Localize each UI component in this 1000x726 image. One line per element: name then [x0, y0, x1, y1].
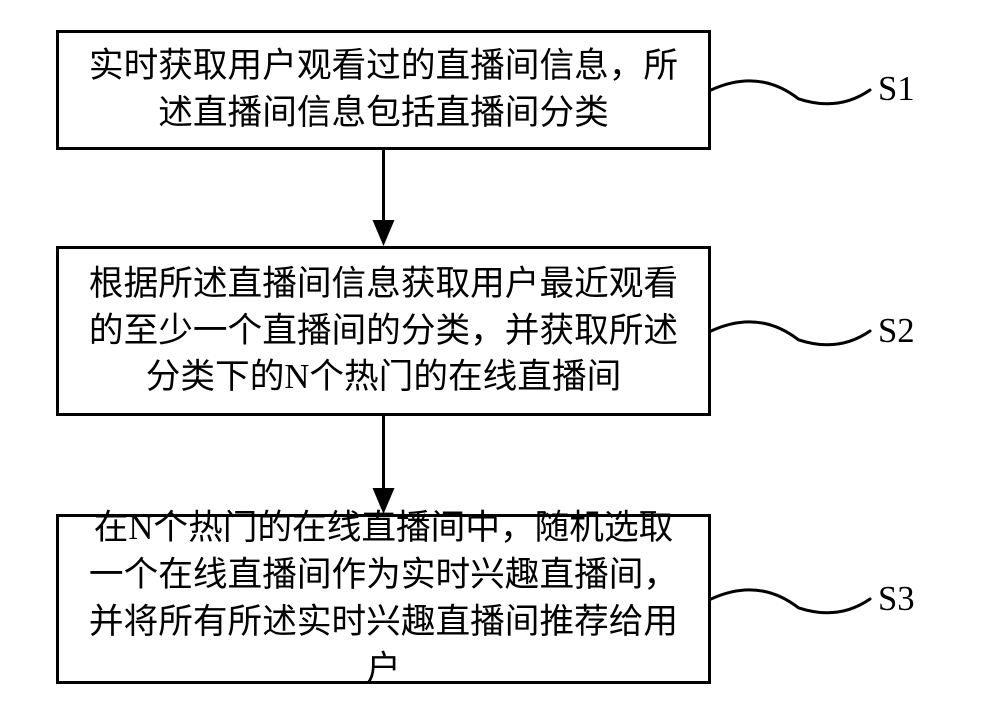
flow-step-s1: 实时获取用户观看过的直播间信息，所述直播间信息包括直播间分类 [56, 30, 711, 150]
flow-step-s3: 在N个热门的在线直播间中，随机选取一个在线直播间作为实时兴趣直播间，并将所有所述… [56, 514, 711, 684]
flow-step-s3-text: 在N个热门的在线直播间中，随机选取一个在线直播间作为实时兴趣直播间，并将所有所述… [77, 505, 690, 692]
flow-step-s1-text: 实时获取用户观看过的直播间信息，所述直播间信息包括直播间分类 [77, 43, 690, 137]
flowchart-canvas: 实时获取用户观看过的直播间信息，所述直播间信息包括直播间分类 根据所述直播间信息… [0, 0, 1000, 726]
flow-step-s2-text: 根据所述直播间信息获取用户最近观看的至少一个直播间的分类，并获取所述分类下的N个… [77, 261, 690, 401]
step-label-s2: S2 [878, 312, 915, 351]
step-label-s3: S3 [878, 580, 915, 619]
step-label-s1: S1 [878, 70, 915, 109]
flow-step-s2: 根据所述直播间信息获取用户最近观看的至少一个直播间的分类，并获取所述分类下的N个… [56, 246, 711, 416]
